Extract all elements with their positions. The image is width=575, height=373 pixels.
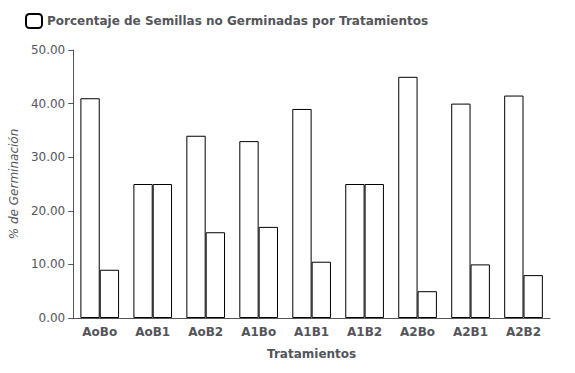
svg-text:0.00: 0.00 — [39, 311, 66, 325]
svg-text:50.00: 50.00 — [31, 43, 65, 57]
svg-text:A2Bo: A2Bo — [400, 325, 435, 339]
svg-text:AoB1: AoB1 — [135, 325, 170, 339]
svg-text:Tratamientos: Tratamientos — [267, 347, 356, 361]
svg-text:AoB2: AoB2 — [188, 325, 223, 339]
svg-text:A1B1: A1B1 — [294, 325, 329, 339]
svg-text:A1B2: A1B2 — [347, 325, 382, 339]
svg-text:Porcentaje de Semillas no Germ: Porcentaje de Semillas no Germinadas por… — [47, 14, 428, 28]
svg-text:AoBo: AoBo — [82, 325, 117, 339]
svg-text:40.00: 40.00 — [31, 97, 65, 111]
svg-text:20.00: 20.00 — [31, 204, 65, 218]
svg-text:A2B1: A2B1 — [453, 325, 488, 339]
svg-text:30.00: 30.00 — [31, 150, 65, 164]
svg-text:A2B2: A2B2 — [506, 325, 541, 339]
svg-text:% de Germinación: % de Germinación — [7, 129, 21, 240]
svg-text:A1Bo: A1Bo — [241, 325, 276, 339]
svg-text:10.00: 10.00 — [31, 257, 65, 271]
